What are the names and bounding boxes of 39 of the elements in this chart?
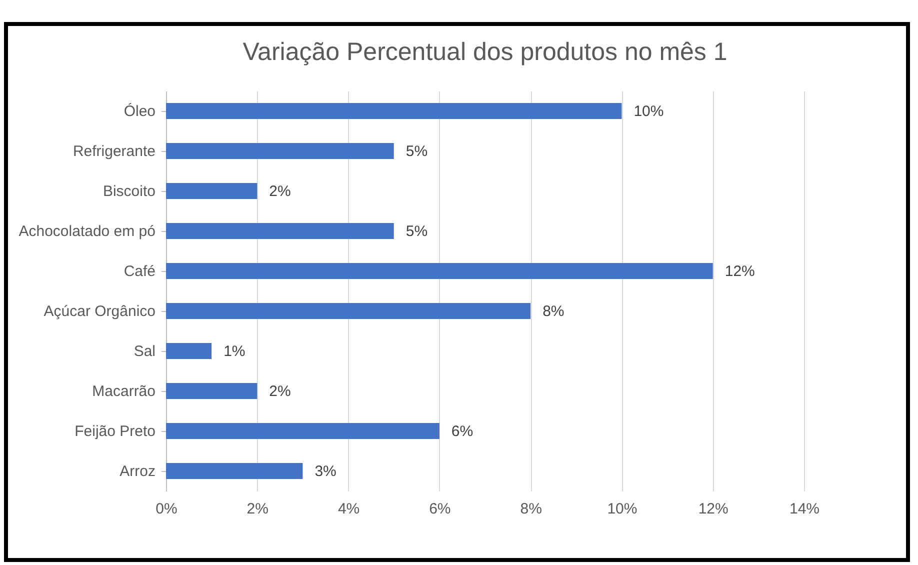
- y-tick-label: Feijão Preto: [74, 423, 156, 440]
- y-tick-label: Refrigerante: [72, 143, 156, 160]
- y-tick-label: Arroz: [120, 463, 156, 480]
- data-label: 6%: [451, 423, 474, 440]
- x-tick-label: 10%: [607, 500, 638, 518]
- data-label: 12%: [724, 263, 755, 280]
- x-tick-label: 4%: [338, 500, 360, 518]
- bar: [166, 223, 394, 239]
- y-tick-label: Sal: [134, 343, 156, 360]
- bar: [166, 423, 440, 439]
- data-label: 5%: [406, 143, 428, 160]
- bar: [166, 183, 258, 199]
- y-tick-label: Açúcar Orgânico: [44, 303, 156, 320]
- x-tick-label: 6%: [429, 500, 451, 518]
- data-label: 2%: [269, 183, 291, 200]
- data-label: 1%: [224, 343, 246, 360]
- data-label: 8%: [542, 303, 564, 320]
- data-label: 2%: [269, 383, 291, 400]
- y-tick-label: Café: [124, 263, 156, 280]
- y-tick-label: Achocolatado em pó: [18, 223, 156, 240]
- bar: [166, 303, 531, 319]
- data-label: 10%: [634, 103, 664, 120]
- y-tick-label: Óleo: [124, 102, 156, 120]
- bar: [166, 143, 394, 159]
- bar: [166, 263, 713, 279]
- data-label: 3%: [314, 463, 336, 480]
- x-tick-label: 2%: [246, 500, 268, 518]
- chart-title: Variação Percentual dos produtos no mês 1: [242, 38, 728, 66]
- y-tick-label: Macarrão: [92, 383, 156, 400]
- y-tick-label: Biscoito: [102, 183, 156, 200]
- bar: [166, 383, 258, 399]
- data-label: 5%: [406, 223, 428, 240]
- x-tick-label: 0%: [156, 500, 178, 518]
- bar: [166, 463, 303, 479]
- x-tick-label: 14%: [789, 500, 820, 518]
- bar: [166, 343, 212, 359]
- x-tick-label: 8%: [520, 500, 542, 518]
- x-tick-label: 12%: [698, 500, 728, 518]
- bar: [166, 103, 622, 119]
